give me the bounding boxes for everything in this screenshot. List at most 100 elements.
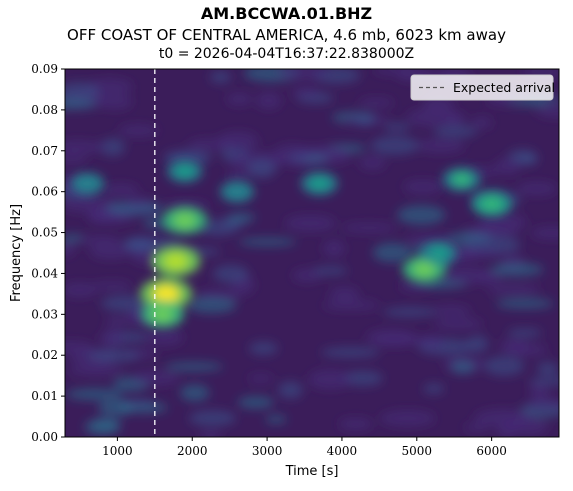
heatmap-texture-cell bbox=[145, 328, 184, 346]
x-tick-label: 3000 bbox=[252, 444, 283, 458]
heatmap-texture-cell bbox=[447, 247, 503, 259]
heatmap-texture-cell bbox=[373, 69, 418, 75]
heatmap-energy-core bbox=[163, 252, 189, 270]
heatmap-texture-cell bbox=[65, 140, 108, 154]
heatmap-texture-cell bbox=[248, 341, 278, 355]
y-axis: 0.00 0.01 0.02 0.03 0.04 0.05 0.06 0.07 0.08 0.09 bbox=[31, 62, 65, 444]
heatmap-texture-cell bbox=[200, 431, 221, 437]
x-tick-label: 1000 bbox=[102, 444, 133, 458]
heatmap-energy-core bbox=[413, 261, 436, 277]
heatmap-texture-cell bbox=[483, 355, 525, 376]
heatmap-texture-cell bbox=[284, 215, 336, 232]
y-tick-label: 0.02 bbox=[31, 348, 58, 362]
heatmap-texture-cell bbox=[91, 281, 133, 291]
x-tick-label: 6000 bbox=[476, 444, 507, 458]
heatmap-texture-cell bbox=[95, 93, 133, 110]
heatmap-energy bbox=[70, 160, 512, 328]
heatmap-texture-cell bbox=[372, 242, 412, 263]
heatmap-texture-cell bbox=[406, 108, 458, 127]
y-tick-label: 0.09 bbox=[31, 62, 58, 76]
heatmap-texture-cell bbox=[477, 273, 505, 284]
heatmap-texture-cell bbox=[226, 171, 251, 182]
heatmap-texture-cell bbox=[100, 295, 153, 312]
heatmap-texture-cell bbox=[123, 196, 154, 207]
heatmap-texture-cell bbox=[486, 284, 541, 295]
heatmap-texture-cell bbox=[237, 396, 275, 409]
heatmap-texture-cell bbox=[495, 298, 554, 309]
chart-title: AM.BCCWA.01.BHZ bbox=[200, 4, 373, 23]
heatmap-texture-cell bbox=[104, 204, 161, 216]
heatmap-texture-cell bbox=[65, 154, 89, 164]
heatmap-energy-core bbox=[173, 212, 197, 229]
heatmap-texture-cell bbox=[423, 383, 445, 394]
event-description: OFF COAST OF CENTRAL AMERICA, 4.6 mb, 60… bbox=[67, 26, 506, 44]
heatmap-texture-cell bbox=[416, 138, 465, 154]
heatmap-texture-cell bbox=[105, 316, 129, 327]
heatmap-energy-core bbox=[175, 165, 194, 178]
heatmap-texture-cell bbox=[188, 409, 237, 427]
heatmap-texture-cell bbox=[277, 381, 303, 399]
heatmap-texture-cell bbox=[397, 205, 446, 225]
heatmap-texture-cell bbox=[366, 329, 417, 347]
heatmap-texture-cell bbox=[530, 227, 559, 239]
heatmap-texture-cell bbox=[516, 181, 557, 196]
heatmap-texture-cell bbox=[179, 384, 210, 402]
heatmap-texture-cell bbox=[507, 328, 542, 338]
heatmap-texture-cell bbox=[494, 158, 521, 175]
heatmap-energy-core bbox=[452, 172, 472, 186]
heatmap-energy-core bbox=[151, 306, 174, 322]
heatmap-texture-cell bbox=[99, 329, 125, 348]
x-axis: 1000 2000 3000 4000 5000 6000 bbox=[102, 437, 507, 458]
heatmap-texture-cell bbox=[383, 306, 437, 318]
heatmap-texture-cell bbox=[464, 423, 489, 432]
heatmap-energy-core bbox=[153, 284, 180, 303]
heatmap-energy-core bbox=[310, 177, 329, 190]
heatmap-texture-cell bbox=[248, 374, 274, 383]
y-tick-label: 0.00 bbox=[31, 430, 58, 444]
heatmap-texture-cell bbox=[65, 98, 98, 110]
heatmap-texture-cell bbox=[338, 418, 373, 430]
heatmap-texture-cell bbox=[341, 223, 397, 233]
heatmap-texture-cell bbox=[76, 235, 121, 245]
heatmap-texture-cell bbox=[131, 370, 180, 386]
heatmap-texture-cell bbox=[226, 212, 256, 223]
plot-area bbox=[65, 69, 559, 437]
heatmap-texture-cell bbox=[276, 69, 330, 81]
heatmap-texture-cell bbox=[536, 361, 559, 376]
heatmap-texture-cell bbox=[65, 81, 100, 101]
heatmap-texture-cell bbox=[186, 297, 237, 314]
heatmap-texture-cell bbox=[209, 70, 232, 84]
heatmap-texture-cell bbox=[370, 135, 420, 155]
x-tick-label: 2000 bbox=[177, 444, 208, 458]
y-tick-label: 0.03 bbox=[31, 307, 58, 321]
heatmap-texture-cell bbox=[65, 240, 76, 256]
heatmap-texture-cell bbox=[118, 124, 159, 137]
heatmap-texture-cell bbox=[524, 397, 559, 415]
heatmap-texture-cell bbox=[535, 104, 559, 118]
heatmap-texture-cell bbox=[198, 218, 239, 236]
heatmap-energy-core bbox=[79, 177, 96, 190]
heatmap-texture-cell bbox=[265, 415, 287, 424]
x-tick-label: 4000 bbox=[327, 444, 358, 458]
heatmap-energy-core bbox=[430, 246, 449, 260]
heatmap-texture-cell bbox=[403, 180, 444, 194]
heatmap-texture-cell bbox=[212, 264, 249, 283]
legend-label: Expected arrival bbox=[453, 80, 555, 95]
y-tick-label: 0.04 bbox=[31, 266, 58, 280]
y-axis-label: Frequency [Hz] bbox=[9, 204, 24, 302]
x-axis-label: Time [s] bbox=[285, 464, 339, 479]
heatmap-texture-cell bbox=[65, 282, 98, 298]
plot-frame bbox=[64, 68, 560, 438]
heatmap-texture-cell bbox=[430, 305, 471, 317]
heatmap-texture-cell bbox=[273, 144, 311, 163]
heatmap-texture-cell bbox=[445, 111, 466, 128]
legend-box bbox=[410, 74, 554, 101]
heatmap-texture-cell bbox=[379, 410, 436, 427]
heatmap-texture-cell bbox=[470, 116, 493, 129]
heatmap-texture-cell bbox=[164, 362, 224, 372]
heatmap-texture-cell bbox=[322, 300, 380, 311]
heatmap-texture-cell bbox=[528, 377, 559, 386]
heatmap-texture-cell bbox=[433, 125, 478, 138]
heatmap-texture-cell bbox=[89, 242, 133, 260]
